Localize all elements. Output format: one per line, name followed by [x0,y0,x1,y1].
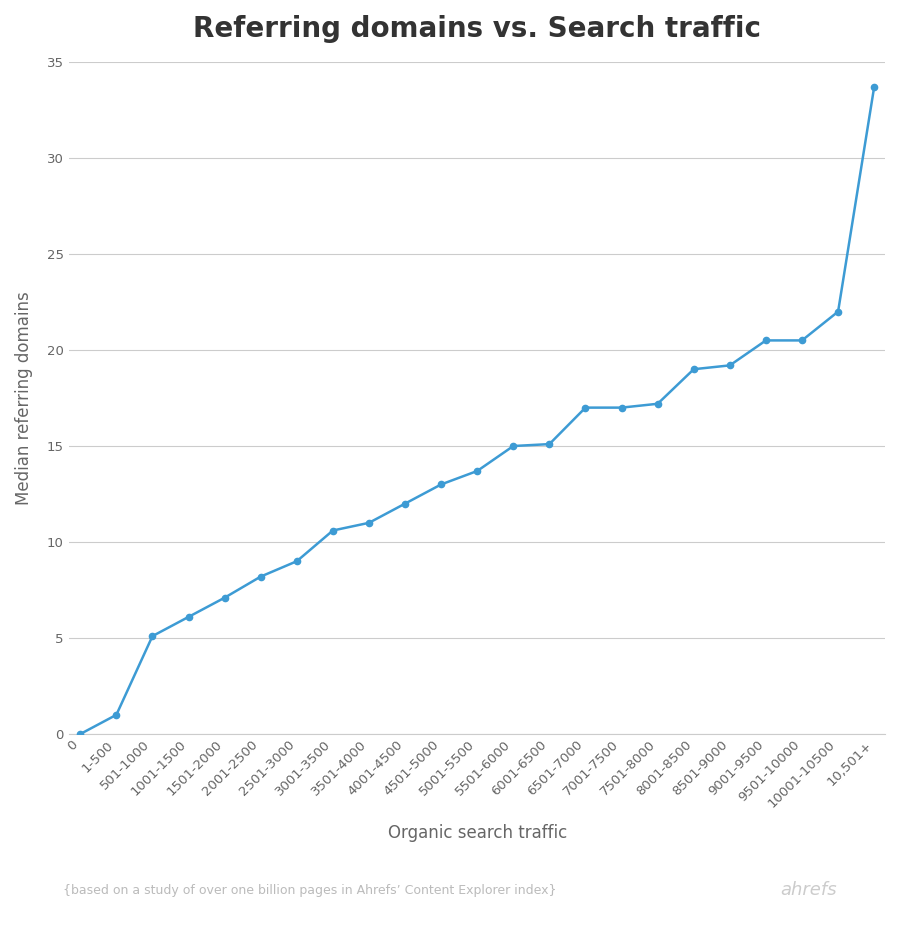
Text: ahrefs: ahrefs [780,881,837,900]
X-axis label: Organic search traffic: Organic search traffic [388,824,567,842]
Title: Referring domains vs. Search traffic: Referring domains vs. Search traffic [194,15,761,43]
Text: {based on a study of over one billion pages in Ahrefs’ Content Explorer index}: {based on a study of over one billion pa… [63,884,556,897]
Y-axis label: Median referring domains: Median referring domains [15,291,33,505]
